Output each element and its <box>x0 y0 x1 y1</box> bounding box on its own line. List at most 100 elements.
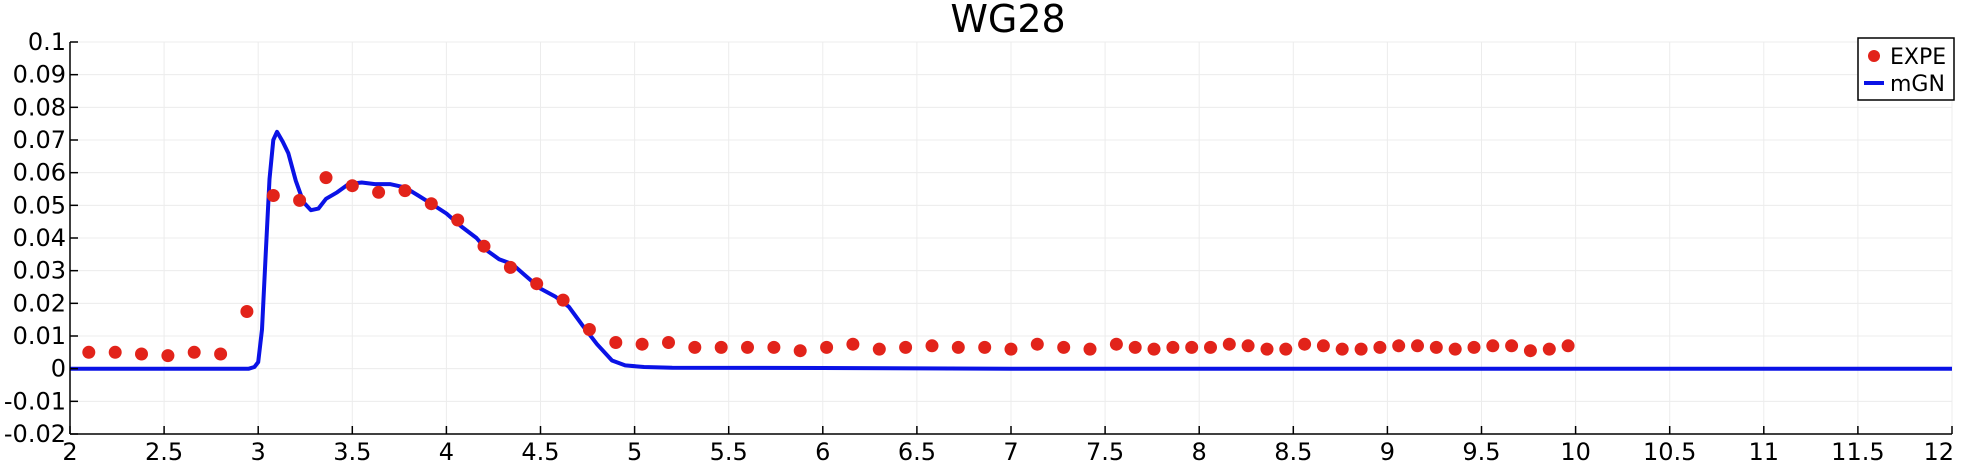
data-point-EXPE <box>1166 340 1180 354</box>
data-point-EXPE <box>1467 340 1481 354</box>
y-tick-label: 0.04 <box>13 224 66 252</box>
data-point-EXPE <box>1298 337 1312 351</box>
chart-title: WG28 <box>950 0 1065 41</box>
data-point-EXPE <box>1147 342 1161 356</box>
y-tick-label: -0.01 <box>4 387 66 415</box>
data-point-EXPE <box>1204 340 1217 354</box>
data-point-EXPE <box>582 323 596 336</box>
x-tick-label: 11.5 <box>1831 438 1884 466</box>
data-point-EXPE <box>741 340 754 354</box>
data-point-EXPE <box>635 337 649 351</box>
data-point-EXPE <box>1004 342 1018 356</box>
x-tick-label: 10.5 <box>1643 438 1696 466</box>
x-tick-label: 2 <box>62 438 77 466</box>
data-point-EXPE <box>1030 337 1044 351</box>
data-point-EXPE <box>424 197 438 211</box>
data-point-EXPE <box>1316 339 1330 353</box>
data-point-EXPE <box>1486 339 1500 353</box>
data-point-EXPE <box>925 339 939 353</box>
data-point-EXPE <box>240 305 254 318</box>
data-point-EXPE <box>293 193 307 207</box>
x-tick-label: 4 <box>439 438 454 466</box>
data-point-EXPE <box>187 345 201 359</box>
data-point-EXPE <box>1128 340 1142 354</box>
data-point-EXPE <box>662 336 675 349</box>
axes: 2 2.5 3 3.5 4 4.5 5 5.5 6 6.5 7 7.5 8 8.5 9 9.5 10 10.5 11… <box>4 28 1954 466</box>
data-point-EXPE <box>978 340 992 354</box>
data-point-EXPE <box>530 277 544 291</box>
data-point-EXPE <box>214 347 228 361</box>
data-point-EXPE <box>1260 342 1274 356</box>
data-point-EXPE <box>1279 342 1293 356</box>
y-tick-label: 0.05 <box>13 191 66 219</box>
x-tick-label: 6 <box>815 438 830 466</box>
x-tick-label: 3 <box>251 438 266 466</box>
series-line-mGN <box>70 129 1952 371</box>
y-tick-label: 0.09 <box>13 61 66 89</box>
data-point-EXPE <box>266 189 280 202</box>
data-point-EXPE <box>1392 339 1406 353</box>
y-tick-label: -0.02 <box>4 420 66 448</box>
data-point-EXPE <box>1429 340 1443 354</box>
y-tick-label: 0.08 <box>13 93 66 121</box>
x-tick-label: 9.5 <box>1462 438 1500 466</box>
y-tick-label: 0.01 <box>13 322 66 350</box>
y-tick-label: 0.06 <box>13 159 66 187</box>
legend-box <box>1857 37 1955 101</box>
y-tick-label: 0.1 <box>28 28 66 56</box>
data-point-EXPE <box>398 184 412 198</box>
data-point-EXPE <box>82 345 96 359</box>
data-point-EXPE <box>951 340 965 354</box>
x-tick-label: 10 <box>1560 438 1591 466</box>
data-point-EXPE <box>1335 342 1349 356</box>
data-point-EXPE <box>1448 342 1462 356</box>
data-point-EXPE <box>556 293 570 307</box>
data-point-EXPE <box>451 213 465 227</box>
data-point-EXPE <box>1542 342 1556 356</box>
y-tick-label: 0.03 <box>13 257 66 285</box>
x-tick-label: 5.5 <box>710 438 748 466</box>
data-point-EXPE <box>1241 339 1255 353</box>
x-tick-label: 6.5 <box>898 438 936 466</box>
data-point-EXPE <box>793 344 807 358</box>
legend-label-EXPE: EXPE <box>1890 45 1946 70</box>
data-point-EXPE <box>503 260 517 274</box>
data-point-EXPE <box>161 349 175 363</box>
y-tick-label: 0.07 <box>13 126 66 154</box>
y-tick-label: 0 <box>51 355 66 383</box>
data-point-EXPE <box>372 185 386 199</box>
data-point-EXPE <box>688 340 702 354</box>
x-tick-label: 11 <box>1749 438 1780 466</box>
data-point-EXPE <box>899 340 913 354</box>
data-point-EXPE <box>1354 342 1368 356</box>
data-point-EXPE <box>1083 342 1097 356</box>
x-tick-label: 8 <box>1192 438 1207 466</box>
data-point-EXPE <box>108 345 122 359</box>
data-point-EXPE <box>609 336 623 349</box>
data-point-EXPE <box>1057 340 1071 354</box>
plot-series <box>70 129 1952 371</box>
data-point-EXPE <box>477 239 491 253</box>
data-point-EXPE <box>1109 337 1123 351</box>
data-point-EXPE <box>1523 344 1537 358</box>
grid <box>69 41 1953 435</box>
legend-marker-EXPE <box>1868 50 1880 62</box>
data-point-EXPE <box>846 337 860 351</box>
y-tick-label: 0.02 <box>13 289 66 317</box>
data-point-EXPE <box>1505 339 1519 353</box>
data-point-EXPE <box>820 340 834 354</box>
data-point-EXPE <box>1373 340 1387 354</box>
data-point-EXPE <box>345 179 359 193</box>
data-point-EXPE <box>714 340 728 354</box>
x-tick-label: 8.5 <box>1274 438 1312 466</box>
data-point-EXPE <box>1185 340 1199 354</box>
x-tick-label: 7 <box>1003 438 1018 466</box>
legend-label-mGN: mGN <box>1890 72 1945 97</box>
data-point-EXPE <box>767 340 781 354</box>
x-tick-label: 12 <box>1923 438 1954 466</box>
x-tick-label: 2.5 <box>145 438 183 466</box>
x-tick-label: 3.5 <box>333 438 371 466</box>
data-point-EXPE <box>1411 339 1424 353</box>
